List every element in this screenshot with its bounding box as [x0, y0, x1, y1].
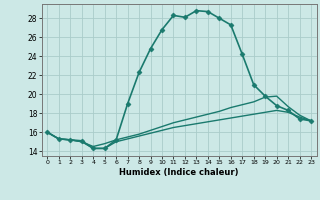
- X-axis label: Humidex (Indice chaleur): Humidex (Indice chaleur): [119, 168, 239, 177]
